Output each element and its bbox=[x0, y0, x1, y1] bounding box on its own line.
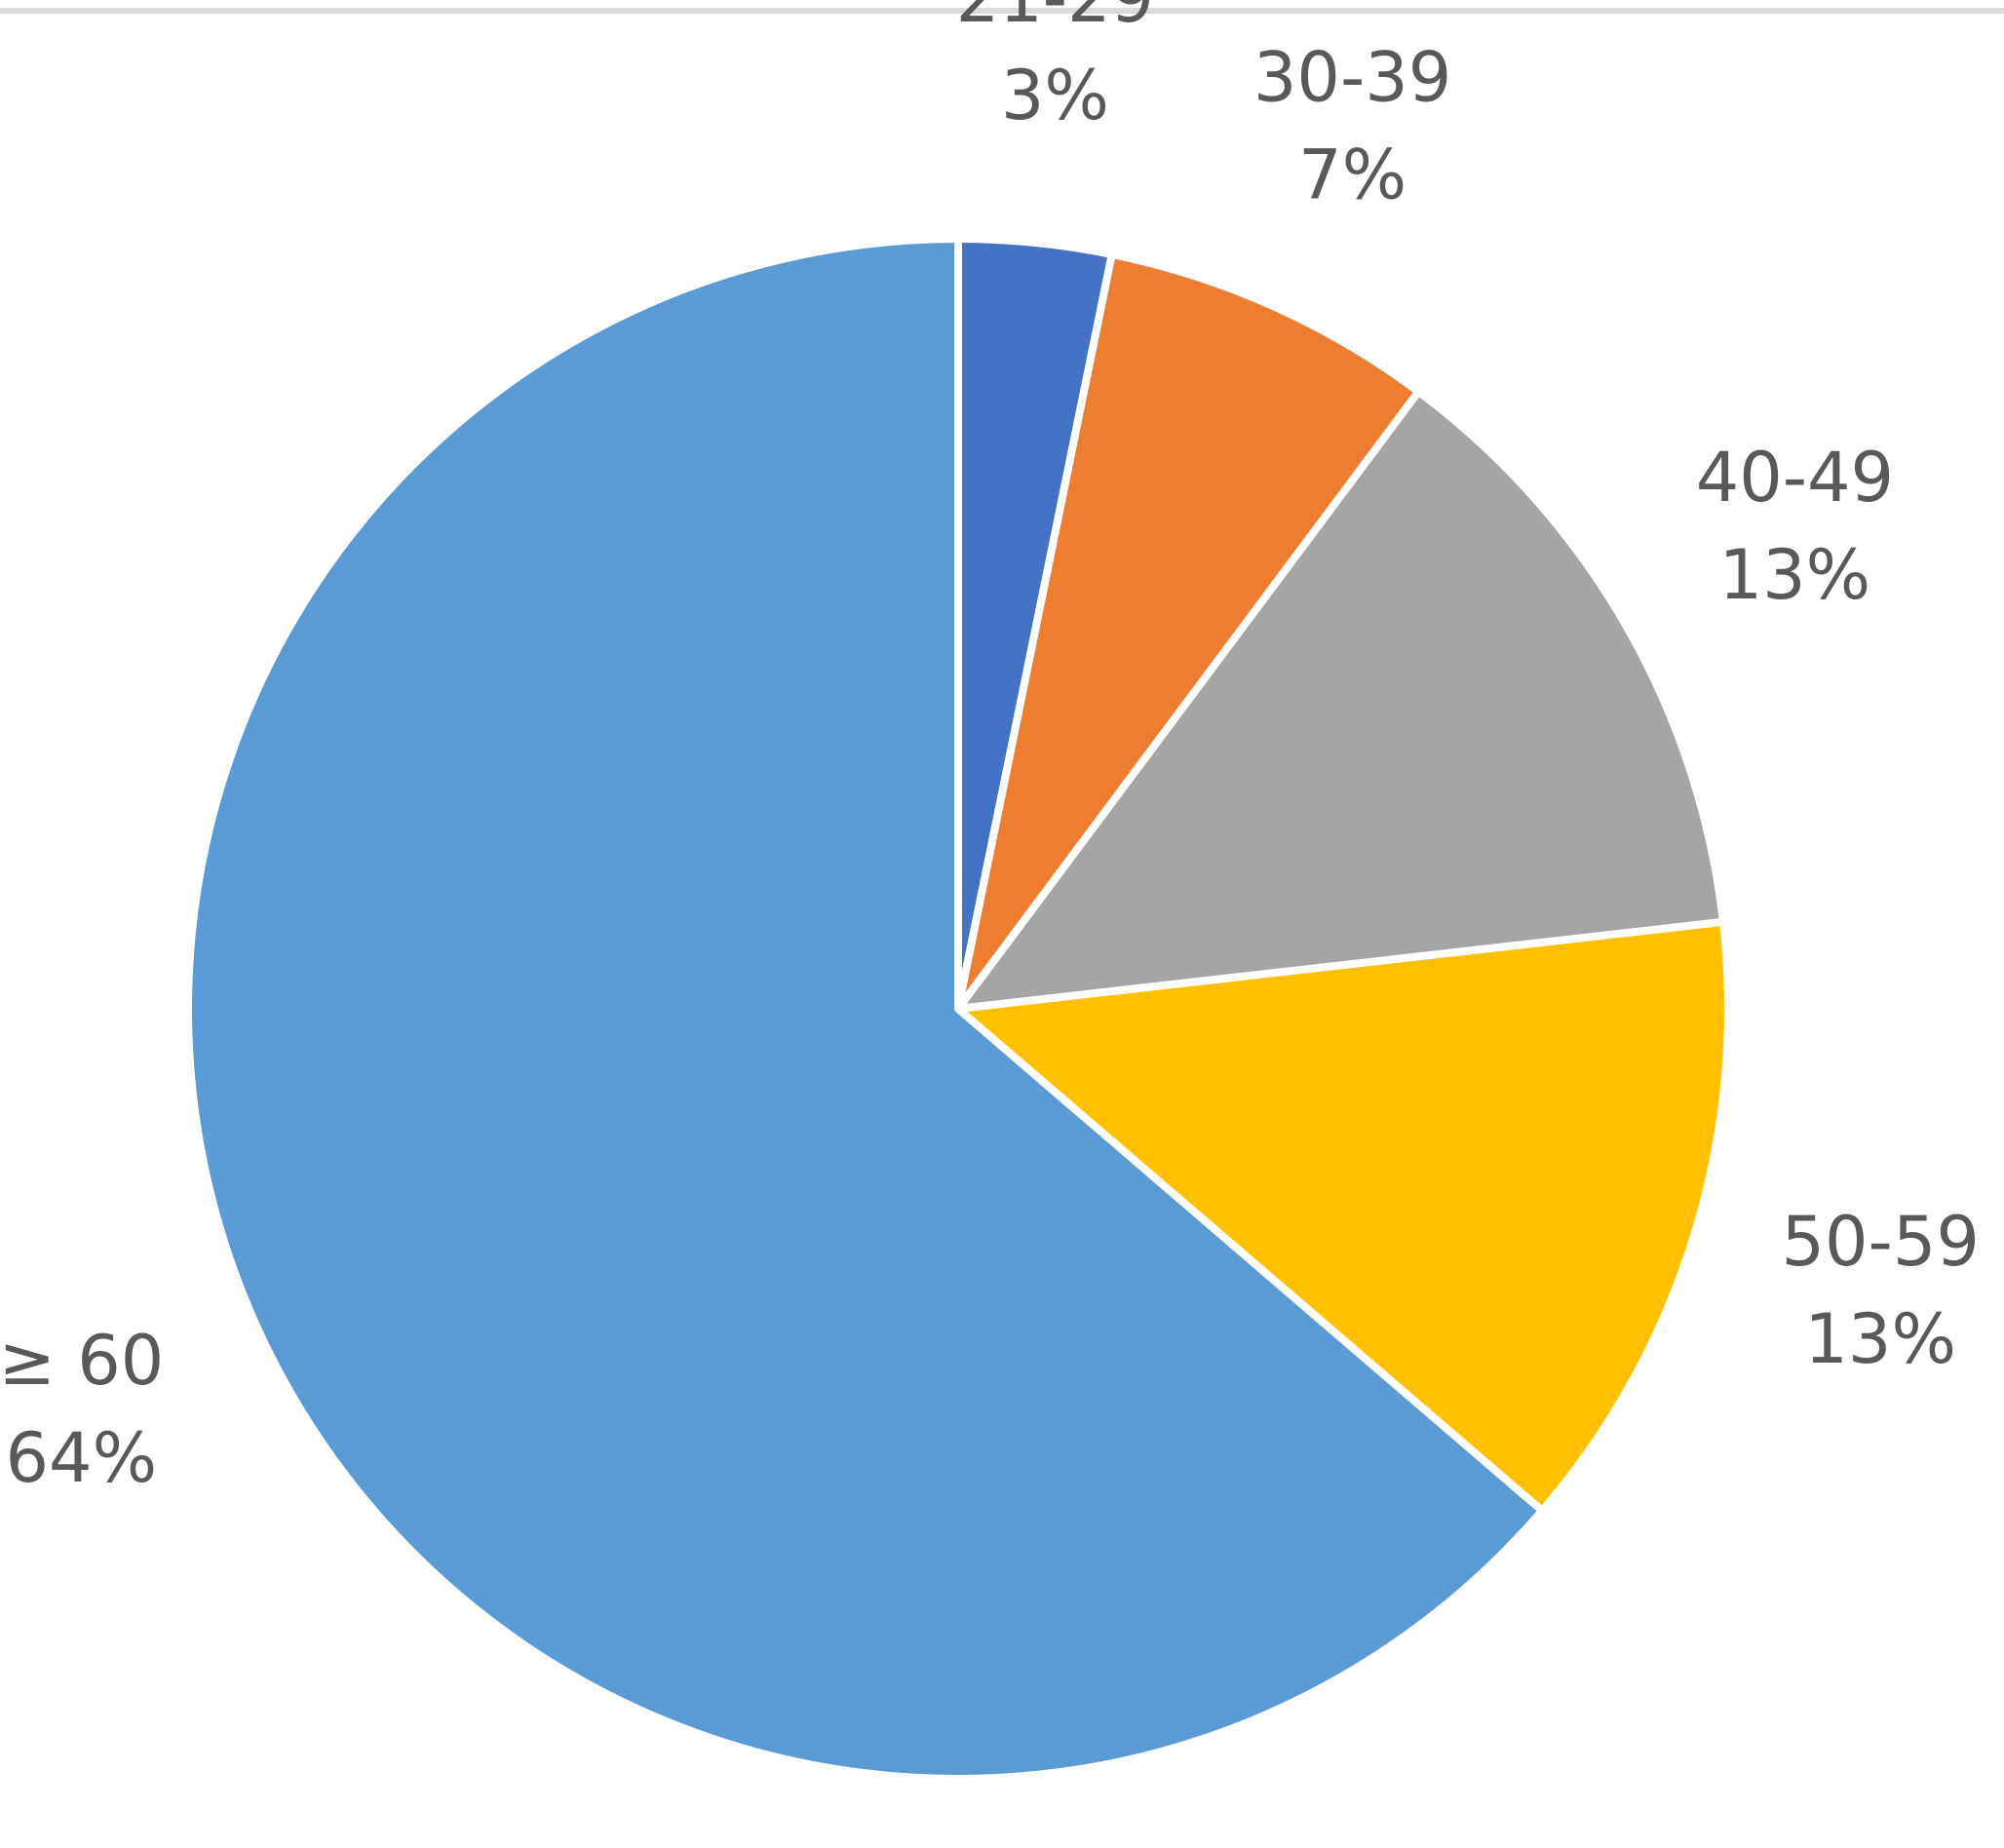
pie-slice-2 bbox=[954, 250, 1423, 1013]
slice-percent-label: 64% bbox=[6, 1418, 158, 1498]
slice-label-3: 40-49 13% bbox=[1696, 438, 1894, 615]
slice-percent-label: 7% bbox=[1298, 135, 1407, 214]
top-divider bbox=[0, 8, 2004, 14]
slice-percent-label: 13% bbox=[1804, 1299, 1956, 1379]
slice-label-1: 21-29 3% bbox=[956, 0, 1154, 135]
pie-slice-5 bbox=[184, 235, 1547, 1783]
slice-category-label: 30-39 bbox=[1253, 37, 1451, 117]
slice-label-5: ≥ 60 64% bbox=[0, 1321, 164, 1498]
slice-category-label: 40-49 bbox=[1696, 438, 1894, 518]
pie-slice-4 bbox=[954, 917, 1732, 1515]
slice-label-4: 50-59 13% bbox=[1781, 1202, 1979, 1379]
slice-label-2: 30-39 7% bbox=[1253, 37, 1451, 214]
slice-percent-label: 3% bbox=[1001, 56, 1109, 135]
slice-category-label: 50-59 bbox=[1781, 1202, 1979, 1282]
slice-category-label: ≥ 60 bbox=[0, 1321, 164, 1401]
slice-percent-label: 13% bbox=[1719, 535, 1871, 615]
slice-category-label: 21-29 bbox=[956, 0, 1154, 38]
pie-slice-3 bbox=[954, 387, 1727, 1013]
